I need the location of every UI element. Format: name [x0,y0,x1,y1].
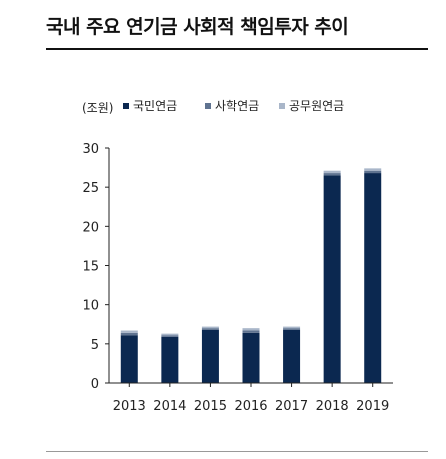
bar-segment [323,173,341,176]
bar-segment [323,170,341,174]
bottom-divider [46,451,428,452]
chart-title: 국내 주요 연기금 사회적 책임투자 추이 [46,16,349,38]
x-tick-label: 2019 [356,399,389,414]
title-underline [46,48,428,50]
y-axis: 0 5 10 15 20 25 30 [82,142,110,392]
bar-segment [283,326,301,329]
bar-segment [242,328,260,331]
x-tick-label: 2015 [194,399,227,414]
bar-segment [201,329,219,383]
bar-segment [364,170,382,174]
y-tick-label: 30 [82,142,99,157]
legend-swatch [279,103,285,109]
y-tick-label: 25 [82,181,99,196]
bar-segment [120,330,138,333]
x-tick-label: 2014 [153,399,186,414]
y-tick-label: 10 [82,299,99,314]
legend-label: 공무원연금 [289,99,344,113]
bar-segment [201,328,219,330]
y-tick-label: 5 [91,338,99,353]
legend: (조원) 국민연금 사학연금 공무원연금 [82,99,344,115]
legend-label: 국민연금 [133,99,177,113]
bar-segment [201,326,219,329]
bar-segment [283,328,301,330]
legend-swatch [205,103,211,109]
legend-label: 사학연금 [215,99,259,113]
bar-segment [323,175,341,383]
x-tick-label: 2017 [275,399,308,414]
unit-label: (조원) [82,101,113,115]
y-tick-label: 15 [82,260,99,275]
bar-segment [161,335,179,337]
bar-segment [161,333,179,336]
legend-swatch [123,103,129,109]
bar-segment [242,330,260,333]
x-axis: 2013 2014 2015 2016 2017 2018 2019 [109,382,393,414]
x-tick-label: 2013 [113,399,146,414]
bar-segment [283,329,301,383]
bar-segment [120,332,138,336]
bar-segment [242,332,260,383]
x-tick-label: 2018 [316,399,349,414]
bar-segment [161,336,179,383]
y-tick-label: 20 [82,220,99,235]
bars [120,168,382,383]
bar-segment [364,173,382,383]
bar-segment [120,335,138,383]
y-tick-label: 0 [91,377,99,392]
bar-segment [364,168,382,171]
x-tick-label: 2016 [234,399,267,414]
